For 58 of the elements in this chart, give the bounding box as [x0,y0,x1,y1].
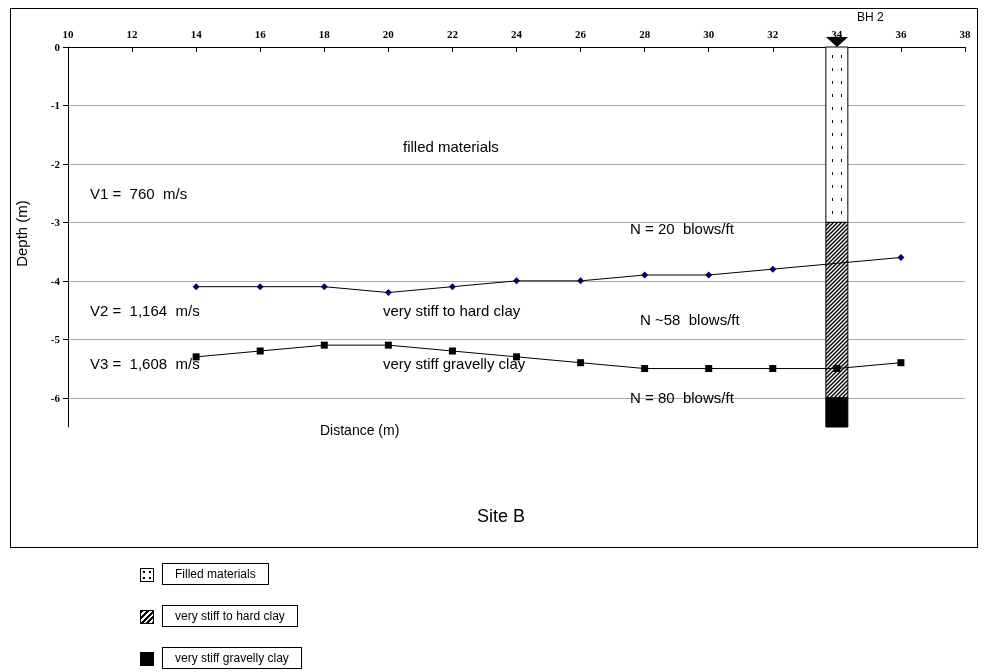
point [256,347,264,355]
x-tick-label: 36 [895,27,907,40]
y-tick-label: -2 [50,157,61,170]
point [448,347,456,355]
point [448,283,456,291]
point [513,277,520,285]
text: BH 2 [857,10,884,24]
x-tick-label: 38 [959,27,971,40]
annotation: N ~58 blows/ft [640,311,740,328]
point [320,283,328,291]
y-tick-label: -4 [50,274,61,287]
x-tick-label: 28 [639,27,651,40]
legend-label: very stiff to hard clay [162,605,298,627]
annotation: very stiff gravelly clay [383,355,526,372]
point [641,271,649,279]
point [769,265,777,273]
x-tick-label: 22 [446,27,459,40]
y-tick-label: -5 [50,333,61,346]
annotation: N = 20 blows/ft [630,220,734,237]
annotation: very stiff to hard clay [383,302,521,319]
text: Site B [476,506,526,526]
x-tick-label: 16 [254,27,267,40]
x-tick-label: 30 [703,27,715,40]
x-tick-label: 18 [318,27,331,40]
x-tick-label: 26 [575,27,587,40]
point [705,271,713,279]
point [897,253,905,261]
x-tick-label: 32 [767,27,779,40]
point [577,277,585,285]
x-axis-title: Distance (m) [320,422,400,438]
x-tick-label: 12 [126,27,139,40]
y-tick-label: -3 [50,216,61,229]
annotation: V2 = 1,164 m/s [90,302,200,319]
annotation: N = 80 blows/ft [630,389,734,406]
annotation: filled materials [403,138,499,155]
y-tick-label: 0 [54,41,61,53]
point [705,365,713,373]
y-tick-label: -1 [50,99,60,112]
point [897,359,905,367]
legend-label: Filled materials [162,563,269,585]
point [577,359,585,367]
legend-label: very stiff gravelly clay [162,647,302,669]
y-tick-label: -6 [50,391,61,404]
point [384,341,392,349]
x-tick-label: 20 [382,27,395,40]
point [833,365,841,373]
point [192,283,200,291]
x-tick-label: 10 [62,27,74,40]
point [320,341,328,349]
annotation: V3 = 1,608 m/s [90,355,200,372]
x-tick-label: 14 [190,27,203,40]
y-axis-title: Depth (m) [12,200,30,267]
point [256,283,264,291]
annotation: V1 = 760 m/s [90,185,188,202]
point [384,289,392,297]
x-tick-label: 24 [511,27,523,40]
point [641,365,649,373]
point [769,365,777,373]
